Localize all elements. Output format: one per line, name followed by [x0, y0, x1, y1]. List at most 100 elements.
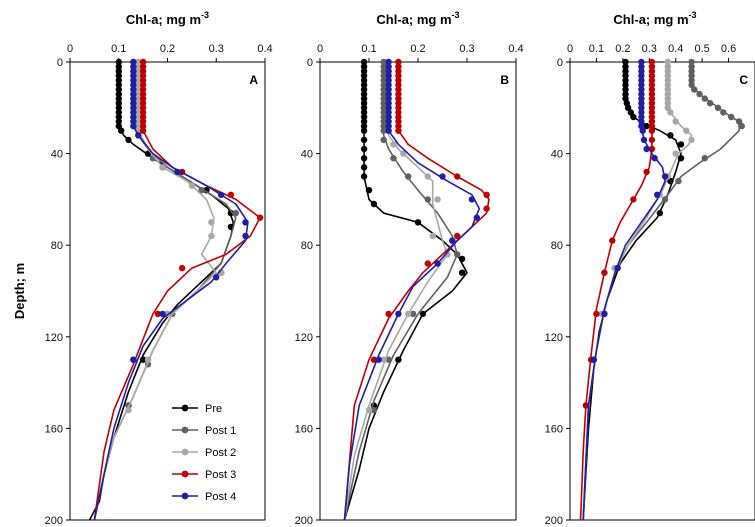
panel-A: 0 0.1 0.2 0.3 0.4 0 40 80 120 160 200 Chl-a; mg m-3… [12, 10, 273, 527]
data-point [242, 232, 249, 240]
y-tick-label: 80 [51, 240, 63, 252]
data-point [483, 191, 490, 198]
data-point [601, 310, 608, 318]
data-point [159, 310, 166, 318]
legend-marker [181, 404, 189, 412]
data-point [664, 81, 671, 89]
data-point [622, 77, 629, 84]
data-point [135, 58, 142, 66]
data-point [139, 113, 147, 121]
data-point [706, 100, 714, 107]
data-point [130, 58, 137, 66]
y-tick-label: 120 [45, 332, 63, 344]
data-point [154, 310, 161, 318]
data-point [380, 95, 387, 102]
data-point [380, 86, 387, 93]
data-point [648, 122, 656, 130]
data-point [601, 269, 608, 276]
data-point [701, 155, 708, 162]
data-point [667, 109, 674, 116]
data-point [135, 86, 142, 93]
data-point [130, 100, 137, 107]
data-point [380, 109, 387, 116]
data-point [360, 63, 368, 70]
data-point [622, 68, 629, 75]
data-point [139, 68, 147, 75]
data-point [701, 95, 708, 102]
data-point [135, 100, 142, 107]
data-point [360, 145, 368, 153]
data-point [643, 168, 650, 176]
data-point [454, 251, 461, 258]
y-tick-label: 0 [557, 57, 563, 69]
x-axis-title-text: Chl-a; mg m [613, 12, 688, 27]
legend-label: Post 3 [205, 469, 236, 481]
data-point [638, 113, 645, 121]
data-point [360, 81, 368, 89]
data-point [232, 209, 239, 217]
data-point [648, 58, 656, 66]
data-point [473, 214, 480, 221]
data-point [385, 310, 392, 318]
legend-entry: Pre [172, 403, 222, 415]
series-line [582, 62, 693, 520]
data-point [664, 77, 671, 84]
data-point [454, 232, 461, 240]
data-point [135, 113, 142, 121]
data-point [648, 127, 656, 134]
data-point [638, 104, 645, 112]
data-point [242, 219, 249, 226]
data-point [390, 141, 397, 148]
data-point [664, 100, 671, 107]
data-point [360, 86, 368, 93]
x-tick-label: 0.1 [111, 43, 126, 55]
data-point [638, 109, 645, 116]
data-point [208, 232, 215, 240]
data-point [360, 113, 368, 121]
data-point [159, 164, 166, 171]
data-point [188, 182, 196, 189]
x-tick-label: 0.5 [694, 43, 709, 55]
data-point [664, 95, 671, 102]
data-point [130, 122, 137, 130]
data-point [217, 191, 225, 198]
data-point [380, 68, 387, 75]
data-point [630, 113, 637, 121]
data-point [130, 72, 137, 79]
data-point [115, 68, 123, 75]
panel-label: B [500, 73, 509, 87]
data-point [648, 100, 656, 107]
plot-frame [319, 61, 517, 521]
data-point [468, 196, 476, 203]
data-point [638, 63, 645, 70]
data-point [360, 173, 368, 180]
series-line [93, 62, 261, 520]
data-point [135, 77, 142, 84]
x-tick-label: 0.3 [209, 43, 224, 55]
data-point [380, 58, 387, 66]
data-point [395, 90, 402, 98]
data-point [360, 95, 368, 102]
data-point [130, 90, 137, 98]
data-point [414, 219, 422, 226]
data-point [360, 164, 368, 171]
data-point [130, 81, 137, 89]
data-point [130, 104, 137, 112]
data-point [130, 86, 137, 93]
data-point [365, 406, 373, 414]
data-point [115, 81, 123, 89]
data-point [395, 113, 402, 121]
data-point [385, 63, 392, 70]
data-point [115, 58, 123, 66]
x-tick-label: 0.3 [459, 43, 474, 55]
series-line [582, 62, 682, 520]
data-point [385, 356, 392, 363]
data-point [139, 86, 147, 93]
series-line [93, 62, 249, 520]
data-point [395, 122, 402, 130]
data-point [380, 127, 387, 134]
data-point [360, 127, 368, 134]
data-point [449, 237, 456, 244]
data-point [582, 402, 590, 409]
